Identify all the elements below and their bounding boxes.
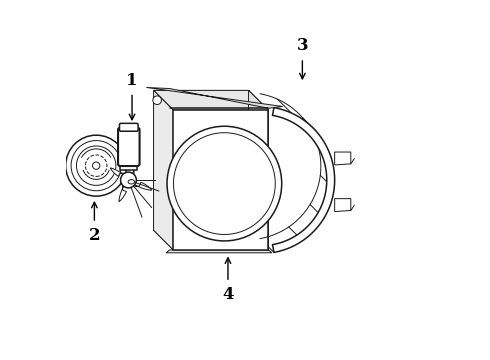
Text: 4: 4: [222, 286, 234, 303]
Circle shape: [153, 96, 161, 104]
Polygon shape: [129, 156, 137, 176]
Polygon shape: [335, 152, 351, 165]
Polygon shape: [119, 184, 126, 202]
Bar: [153, 90, 248, 230]
Polygon shape: [248, 90, 269, 250]
Text: 1: 1: [126, 72, 138, 89]
Bar: [173, 110, 269, 250]
Text: 3: 3: [296, 37, 308, 54]
Circle shape: [121, 172, 136, 188]
Polygon shape: [147, 87, 283, 108]
Circle shape: [167, 126, 282, 241]
Polygon shape: [166, 250, 272, 253]
Polygon shape: [132, 182, 151, 190]
FancyBboxPatch shape: [120, 123, 138, 131]
Polygon shape: [335, 199, 351, 212]
Polygon shape: [153, 90, 173, 250]
Ellipse shape: [128, 180, 135, 184]
Polygon shape: [272, 108, 335, 252]
Polygon shape: [110, 168, 126, 176]
Circle shape: [93, 162, 100, 169]
Polygon shape: [153, 90, 269, 110]
FancyBboxPatch shape: [118, 128, 140, 166]
Text: 2: 2: [89, 226, 100, 244]
Circle shape: [173, 133, 275, 234]
Polygon shape: [153, 230, 269, 250]
Polygon shape: [120, 164, 137, 170]
